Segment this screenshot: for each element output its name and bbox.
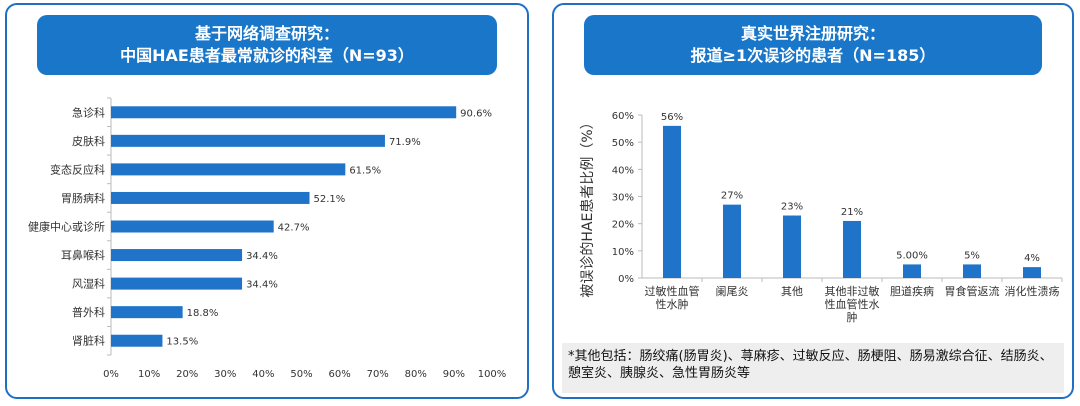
left-x-tick-label: 100% [478, 369, 507, 380]
left-category-label: 普外科 [72, 305, 105, 319]
right-bar-chart: 0% 10% 20% 30% 40% 50% 60% 被误诊的HAE患者比例（%） 56% 过敏性… [580, 111, 1063, 324]
left-bar [111, 249, 243, 262]
left-bar [111, 106, 457, 119]
right-y-tick-label: 50% [612, 138, 634, 149]
left-bar [111, 134, 385, 147]
right-category-label: 消化性溃疡 [1005, 284, 1060, 298]
right-category-label: 其他非过敏 [825, 284, 880, 298]
left-x-tick-label: 80% [405, 369, 427, 380]
right-data-label: 4% [1024, 253, 1040, 264]
right-category-label: 过敏性血管 [645, 284, 700, 298]
right-y-tick-label: 30% [612, 193, 634, 204]
left-bar [111, 334, 163, 347]
left-data-label: 18.8% [187, 308, 219, 319]
left-bar [111, 306, 183, 319]
right-bar [903, 264, 921, 278]
right-category-label: 阑尾炎 [716, 284, 749, 298]
right-bar [663, 125, 681, 278]
left-category-label: 肾脏科 [72, 334, 105, 348]
right-category-label: 胆道疾病 [890, 284, 934, 298]
right-bar [1023, 267, 1041, 278]
left-title-line2: 中国HAE患者最常就诊的科室（N=93） [120, 46, 414, 65]
left-x-tick-label: 70% [367, 369, 389, 380]
right-bar [783, 215, 801, 278]
right-data-label: 5.00% [896, 250, 928, 261]
right-title-bar: 真实世界注册研究： 报道≥1次误诊的患者（N=185） [584, 15, 1042, 75]
left-x-tick-label: 10% [138, 369, 160, 380]
left-x-tick-label: 30% [214, 369, 236, 380]
left-category-label: 耳鼻喉科 [61, 248, 105, 262]
right-bar [843, 220, 861, 278]
left-category-label: 健康中心或诊所 [28, 220, 105, 234]
left-bar [111, 277, 243, 290]
left-data-label: 34.4% [246, 251, 278, 262]
right-data-label: 21% [841, 207, 863, 218]
left-bar [111, 191, 310, 204]
right-category-label: 其他 [781, 285, 803, 298]
right-category-label: 性水肿 [656, 297, 689, 311]
left-data-label: 42.7% [278, 223, 310, 234]
left-x-tick-label: 50% [290, 369, 312, 380]
left-panel: 基于网络调查研究： 中国HAE患者最常就诊的科室（N=93） 急诊科 90.6% 皮… [5, 3, 529, 399]
right-bar [723, 204, 741, 278]
right-data-label: 27% [721, 191, 743, 202]
footnote-box: *其他包括：肠绞痛(肠胃炎)、荨麻疹、过敏反应、肠梗阻、肠易激综合征、结肠炎、憩… [562, 343, 1064, 393]
left-category-label: 胃肠病科 [61, 191, 105, 205]
right-data-label: 56% [661, 112, 683, 123]
left-data-label: 61.5% [349, 165, 381, 176]
right-category-label: 性血管性水 [825, 297, 880, 311]
right-panel: 真实世界注册研究： 报道≥1次误诊的患者（N=185） 0% 10% 20% 30% 4… [552, 3, 1074, 399]
left-category-label: 急诊科 [72, 105, 105, 119]
left-x-tick-label: 0% [103, 369, 119, 380]
right-y-tick-label: 20% [612, 220, 634, 231]
left-data-label: 34.4% [246, 280, 278, 291]
left-category-label: 变态反应科 [50, 162, 105, 176]
left-x-tick-label: 90% [443, 369, 465, 380]
left-data-label: 52.1% [314, 194, 346, 205]
left-x-tick-label: 60% [328, 369, 350, 380]
right-data-label: 23% [781, 202, 803, 213]
left-category-label: 皮肤科 [72, 134, 105, 148]
right-bar [963, 264, 981, 278]
right-y-axis-title: 被误诊的HAE患者比例（%） [580, 115, 596, 297]
right-y-tick-label: 60% [612, 111, 634, 122]
footnote-text: *其他包括：肠绞痛(肠胃炎)、荨麻疹、过敏反应、肠梗阻、肠易激综合征、结肠炎、憩… [568, 349, 1053, 381]
right-y-tick-label: 0% [618, 274, 634, 285]
left-bar-chart: 急诊科 90.6% 皮肤科 71.9% 变态反应科 61.5% 胃肠病科 52.1% 健康中心或… [28, 97, 507, 380]
left-data-label: 71.9% [389, 137, 421, 148]
right-category-label: 胃食管返流 [945, 284, 1000, 298]
right-data-label: 5% [964, 250, 980, 261]
left-bar [111, 163, 346, 176]
left-data-label: 90.6% [460, 108, 492, 119]
right-category-label: 肿 [847, 310, 858, 324]
left-title-bar: 基于网络调查研究： 中国HAE患者最常就诊的科室（N=93） [37, 15, 497, 75]
left-x-tick-label: 20% [176, 369, 198, 380]
left-title-line1: 基于网络调查研究： [194, 24, 339, 43]
right-y-tick-label: 10% [612, 247, 634, 258]
right-y-tick-label: 40% [612, 165, 634, 176]
right-title-line1: 真实世界注册研究： [740, 24, 885, 43]
left-bar [111, 220, 274, 233]
left-data-label: 13.5% [166, 337, 198, 348]
left-category-label: 风湿科 [72, 277, 105, 291]
right-title-line2: 报道≥1次误诊的患者（N=185） [690, 46, 936, 65]
left-x-tick-label: 40% [252, 369, 274, 380]
